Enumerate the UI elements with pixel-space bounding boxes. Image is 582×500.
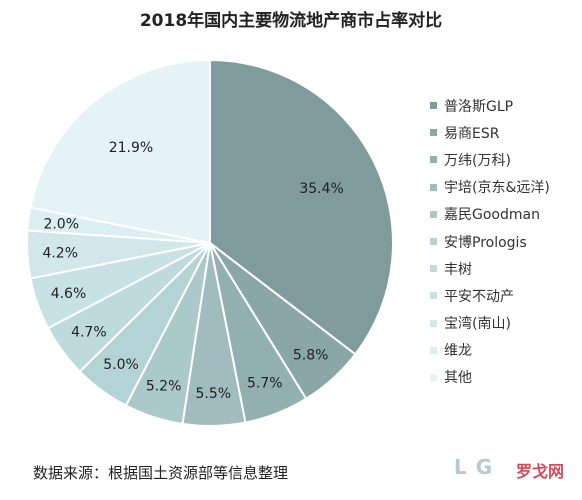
legend-swatch (430, 238, 437, 246)
legend-label: 其他 (444, 370, 472, 387)
legend-swatch (430, 156, 437, 164)
slice-data-label: 5.7% (247, 376, 283, 392)
legend-swatch (430, 129, 437, 137)
slice-data-label: 2.0% (43, 216, 79, 232)
legend-swatch (430, 210, 437, 218)
legend-label: 宝湾(南山) (444, 316, 511, 333)
legend-label: 宇培(京东&远洋) (444, 180, 550, 197)
legend-item: 维龙 (430, 337, 550, 364)
watermark-brand-text: 罗戈网 (516, 462, 565, 481)
legend-item: 宝湾(南山) (430, 310, 550, 337)
source-note: 数据来源：根据国土资源部等信息整理 (33, 464, 289, 482)
legend-item: 安博Prologis (430, 228, 550, 255)
slice-data-label: 4.6% (51, 286, 87, 302)
legend-label: 普洛斯GLP (444, 98, 514, 115)
legend-label: 丰树 (444, 261, 472, 278)
legend-swatch (430, 265, 437, 273)
slice-data-label: 5.5% (196, 386, 232, 402)
legend-label: 平安不动产 (444, 288, 514, 305)
legend-item: 丰树 (430, 255, 550, 282)
legend-label: 万纬(万科) (444, 152, 511, 169)
legend-item: 宇培(京东&远洋) (430, 174, 550, 201)
slice-data-label: 4.7% (71, 325, 107, 341)
slice-data-label: 35.4% (299, 181, 343, 197)
legend-swatch (430, 183, 437, 191)
legend-label: 安博Prologis (444, 234, 527, 251)
slice-data-label: 5.8% (293, 347, 329, 363)
legend-item: 万纬(万科) (430, 146, 550, 173)
legend-item: 嘉民Goodman (430, 201, 550, 228)
legend-swatch (430, 292, 437, 300)
legend-swatch (430, 373, 437, 381)
legend-label: 维龙 (444, 343, 472, 360)
watermark-logo: L G 罗戈网 (454, 450, 574, 490)
legend-swatch (430, 102, 437, 110)
legend: 普洛斯GLP 易商ESR 万纬(万科) 宇培(京东&远洋) 嘉民Goodman 安博Pro… (430, 92, 550, 391)
slice-data-label: 21.9% (109, 140, 153, 156)
legend-item: 普洛斯GLP (430, 92, 550, 119)
legend-item: 平安不动产 (430, 282, 550, 309)
pie-slice (29, 58, 211, 245)
legend-label: 嘉民Goodman (444, 207, 540, 224)
legend-swatch (430, 319, 437, 327)
slice-data-label: 5.0% (103, 357, 139, 373)
pie-slice (209, 58, 394, 356)
watermark-log-text: L G (454, 455, 494, 479)
slice-data-label: 4.2% (42, 245, 78, 261)
chart-title: 2018年国内主要物流地产商市占率对比 (139, 11, 443, 31)
legend-item: 其他 (430, 364, 550, 391)
legend-label: 易商ESR (444, 125, 500, 142)
legend-swatch (430, 346, 437, 354)
legend-item: 易商ESR (430, 119, 550, 146)
slice-data-label: 5.2% (146, 379, 182, 395)
